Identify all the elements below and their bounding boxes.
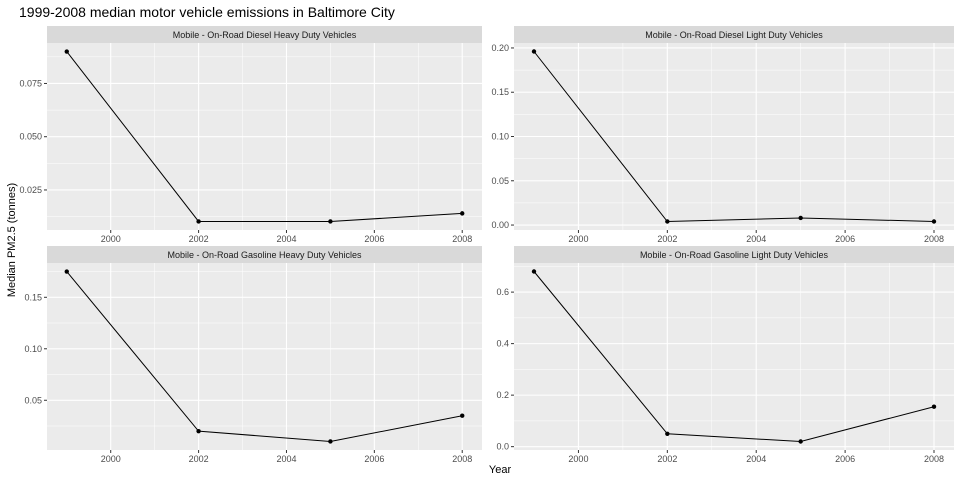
y-tick-label: 0.05 bbox=[24, 395, 42, 405]
x-tick-label: 2006 bbox=[835, 234, 855, 244]
data-point bbox=[196, 219, 201, 224]
data-point bbox=[460, 413, 465, 418]
data-point bbox=[328, 439, 333, 444]
y-tick-label: 0.00 bbox=[491, 220, 509, 230]
y-tick-label: 0.10 bbox=[491, 132, 509, 142]
y-tick-label: 0.0 bbox=[496, 442, 509, 452]
data-point bbox=[798, 215, 803, 221]
x-tick-label: 2008 bbox=[452, 234, 472, 244]
data-point bbox=[665, 219, 670, 224]
facet-strip bbox=[514, 26, 954, 43]
y-tick-label: 0.10 bbox=[24, 344, 42, 354]
x-tick-label: 2002 bbox=[657, 234, 677, 244]
facet-panel-2: Mobile - On-Road Diesel Light Duty Vehic… bbox=[491, 26, 954, 244]
data-point bbox=[665, 431, 670, 436]
facet-strip-label: Mobile - On-Road Gasoline Heavy Duty Veh… bbox=[167, 250, 362, 260]
x-tick-label: 2000 bbox=[568, 234, 588, 244]
panels-group: Mobile - On-Road Diesel Heavy Duty Vehic… bbox=[19, 26, 954, 464]
y-tick-label: 0.075 bbox=[19, 78, 42, 88]
data-point bbox=[531, 269, 537, 274]
series-line bbox=[533, 271, 935, 443]
x-tick-label: 2008 bbox=[452, 454, 472, 464]
plot-area bbox=[514, 263, 954, 450]
data-point bbox=[460, 211, 465, 216]
y-tick-label: 0.05 bbox=[491, 176, 509, 186]
x-tick-label: 2006 bbox=[364, 234, 384, 244]
chart-title: 1999-2008 median motor vehicle emissions… bbox=[19, 4, 395, 20]
y-tick-label: 0.15 bbox=[24, 292, 42, 302]
data-point bbox=[64, 49, 69, 54]
x-tick-label: 2004 bbox=[276, 454, 296, 464]
x-axis-title: Year bbox=[489, 464, 512, 476]
data-point bbox=[531, 49, 537, 54]
y-tick-label: 0.20 bbox=[491, 43, 509, 53]
facet-panel-4: Mobile - On-Road Gasoline Light Duty Veh… bbox=[496, 246, 954, 464]
data-point bbox=[931, 219, 937, 224]
facet-strip-label: Mobile - On-Road Gasoline Light Duty Veh… bbox=[640, 250, 829, 260]
facet-strip bbox=[47, 26, 482, 43]
series-line bbox=[533, 51, 935, 223]
data-point bbox=[196, 428, 201, 434]
facet-strip bbox=[47, 246, 482, 263]
x-tick-label: 2004 bbox=[276, 234, 296, 244]
y-tick-label: 0.15 bbox=[491, 87, 509, 97]
x-tick-label: 2004 bbox=[746, 234, 766, 244]
facet-panel-1: Mobile - On-Road Diesel Heavy Duty Vehic… bbox=[19, 26, 482, 244]
x-tick-label: 2004 bbox=[746, 454, 766, 464]
y-axis-title: Median PM2.5 (tonnes) bbox=[6, 183, 18, 297]
x-tick-label: 2002 bbox=[189, 234, 209, 244]
facet-strip-label: Mobile - On-Road Diesel Light Duty Vehic… bbox=[645, 30, 823, 40]
series-line bbox=[66, 51, 463, 222]
x-tick-label: 2000 bbox=[101, 234, 121, 244]
y-tick-label: 0.050 bbox=[19, 132, 42, 142]
x-tick-label: 2008 bbox=[924, 234, 944, 244]
plot-area bbox=[47, 263, 482, 450]
y-tick-label: 0.4 bbox=[496, 339, 509, 349]
data-point bbox=[798, 439, 803, 444]
x-tick-label: 2000 bbox=[101, 454, 121, 464]
x-tick-label: 2002 bbox=[189, 454, 209, 464]
data-point bbox=[931, 404, 937, 409]
x-tick-label: 2008 bbox=[924, 454, 944, 464]
y-tick-label: 0.6 bbox=[496, 287, 509, 297]
data-point bbox=[328, 219, 333, 224]
x-tick-label: 2006 bbox=[835, 454, 855, 464]
y-tick-label: 0.025 bbox=[19, 185, 42, 195]
facet-panel-3: Mobile - On-Road Gasoline Heavy Duty Veh… bbox=[24, 246, 482, 464]
facet-strip bbox=[514, 246, 954, 263]
x-tick-label: 2002 bbox=[657, 454, 677, 464]
x-tick-label: 2000 bbox=[568, 454, 588, 464]
facet-strip-label: Mobile - On-Road Diesel Heavy Duty Vehic… bbox=[173, 30, 357, 40]
y-tick-label: 0.2 bbox=[496, 390, 509, 400]
data-point bbox=[64, 269, 69, 274]
x-tick-label: 2006 bbox=[364, 454, 384, 464]
series-line bbox=[66, 271, 463, 442]
